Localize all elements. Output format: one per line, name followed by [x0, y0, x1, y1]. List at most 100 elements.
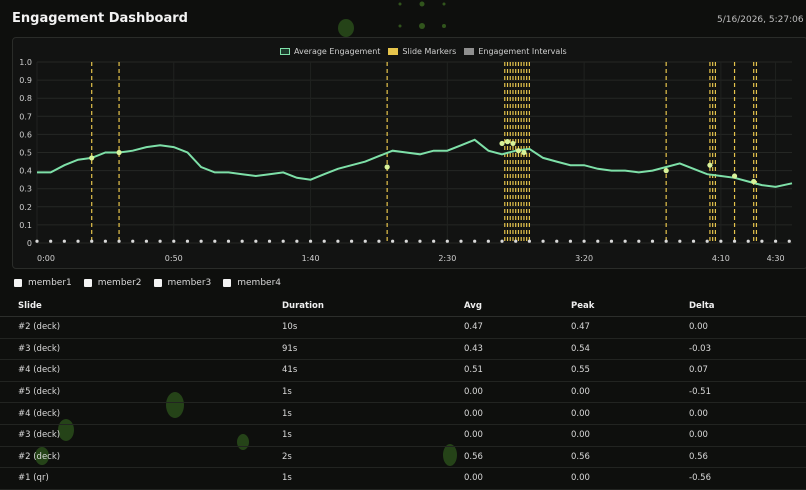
slide-marker-point — [731, 173, 738, 179]
member-filter-4[interactable]: member4 — [223, 278, 281, 288]
cell-peak: 0.00 — [571, 402, 689, 425]
table-row[interactable]: #3 (deck) 1s 0.00 0.00 0.00 — [0, 424, 806, 447]
legend-label: Average Engagement — [294, 46, 381, 56]
legend-item-average-engagement[interactable]: Average Engagement — [280, 47, 380, 56]
legend-swatch-average — [280, 47, 290, 55]
member-label: member3 — [167, 278, 212, 288]
timestamp: 5/16/2026, 5:27:06 PM — [717, 15, 806, 25]
member-filter-1[interactable]: member1 — [14, 278, 72, 288]
table-row[interactable]: #2 (deck) 10s 0.47 0.47 0.00 — [0, 316, 806, 339]
interval-mark — [418, 239, 422, 243]
cell-peak: 0.47 — [571, 316, 689, 339]
table-row[interactable]: #2 (deck) 2s 0.56 0.56 0.56 — [0, 446, 806, 469]
y-axis: 1.0 0.9 0.8 0.7 0.6 0.5 0.4 0.3 0.2 0.1 0 — [19, 58, 32, 248]
cell-avg: 0.00 — [464, 381, 571, 404]
interval-mark — [568, 239, 573, 243]
interval-mark — [267, 239, 272, 243]
slide-marker-point — [521, 149, 527, 156]
y-tick-label: 0.1 — [19, 221, 32, 230]
cell-slide: #2 (deck) — [0, 316, 282, 339]
interval-mark — [609, 239, 614, 243]
interval-mark — [459, 239, 463, 243]
engagement-chart: 1.0 0.9 0.8 0.7 0.6 0.5 0.4 0.3 0.2 0.1 0 0:00 0:50… — [19, 58, 793, 263]
cell-delta: -0.03 — [689, 338, 806, 361]
checkbox[interactable] — [83, 279, 92, 287]
checkbox[interactable] — [223, 279, 232, 287]
interval-mark — [637, 239, 641, 243]
x-tick-label: 0:50 — [165, 254, 183, 263]
legend-item-engagement-intervals[interactable]: Engagement Intervals — [464, 47, 567, 56]
y-tick-label: 0.3 — [19, 185, 32, 194]
legend-item-slide-markers[interactable]: Slide Markers — [388, 47, 456, 56]
interval-mark — [199, 239, 203, 243]
x-tick-label: 3:20 — [575, 254, 593, 263]
slide-marker-point — [116, 149, 122, 156]
member-label: member2 — [97, 278, 142, 288]
interval-mark — [514, 239, 518, 243]
table-row[interactable]: #4 (deck) 1s 0.00 0.00 0.00 — [0, 402, 806, 425]
interval-mark — [541, 239, 545, 243]
interval-mark — [158, 239, 162, 243]
cell-duration: 41s — [282, 359, 464, 382]
cell-slide: #3 (deck) — [0, 338, 282, 361]
interval-mark — [760, 239, 764, 243]
interval-mark — [705, 239, 709, 243]
interval-mark — [144, 239, 149, 243]
member-filters: member1 member2 member3 member4 — [14, 276, 293, 290]
chart-legend: Average Engagement Slide Markers Engagem… — [280, 45, 575, 57]
interval-mark — [185, 239, 190, 243]
cell-slide: #4 (deck) — [0, 359, 282, 382]
cell-peak: 0.00 — [571, 381, 689, 404]
column-header-slide[interactable]: Slide — [0, 296, 282, 317]
member-filter-2[interactable]: member2 — [83, 278, 142, 288]
column-header-avg[interactable]: Avg — [464, 296, 571, 317]
interval-mark — [62, 239, 66, 243]
y-tick-label: 0.7 — [19, 112, 32, 121]
table-row[interactable]: #4 (deck) 41s 0.51 0.55 0.07 — [0, 359, 806, 382]
interval-mark — [117, 239, 121, 243]
interval-mark — [555, 239, 559, 243]
cell-peak: 0.55 — [571, 359, 689, 382]
table-row[interactable]: #1 (qr) 1s 0.00 0.00 -0.56 — [0, 467, 806, 490]
y-tick-label: 0.6 — [19, 130, 32, 139]
member-filter-3[interactable]: member3 — [153, 278, 212, 288]
cell-peak: 0.00 — [571, 467, 689, 490]
interval-mark — [213, 239, 217, 243]
interval-mark — [582, 239, 586, 243]
interval-mark — [254, 239, 258, 243]
cell-slide: #4 (deck) — [0, 402, 282, 425]
cell-avg: 0.47 — [464, 316, 571, 339]
interval-mark — [131, 239, 135, 243]
x-axis: 0:00 0:50 1:40 2:30 3:20 4:10 4:30 — [37, 254, 785, 263]
column-header-duration[interactable]: Duration — [282, 296, 464, 317]
checkbox[interactable] — [153, 279, 162, 287]
slide-marker-point — [510, 140, 516, 147]
page-title: Engagement Dashboard — [12, 11, 188, 26]
cell-slide: #2 (deck) — [0, 446, 282, 469]
interval-mark — [49, 239, 53, 243]
cell-avg: 0.00 — [464, 424, 571, 447]
cell-delta: 0.00 — [689, 402, 806, 425]
cell-duration: 10s — [282, 316, 464, 339]
cell-duration: 1s — [282, 424, 464, 447]
x-tick-label: 0:00 — [37, 254, 55, 263]
interval-mark — [650, 239, 655, 243]
interval-mark — [377, 239, 381, 243]
interval-mark — [719, 239, 723, 243]
cell-delta: 0.00 — [689, 316, 806, 339]
checkbox[interactable] — [14, 279, 22, 287]
column-header-peak[interactable]: Peak — [571, 296, 689, 317]
interval-mark — [691, 239, 696, 243]
legend-label: Slide Markers — [402, 46, 457, 56]
column-header-delta[interactable]: Delta — [689, 296, 806, 317]
table-row[interactable]: #3 (deck) 91s 0.43 0.54 -0.03 — [0, 338, 806, 361]
interval-mark — [281, 239, 285, 243]
interval-mark — [678, 239, 682, 243]
interval-mark — [336, 239, 340, 243]
interval-mark — [500, 239, 504, 243]
interval-mark — [349, 239, 354, 243]
table-row[interactable]: #5 (deck) 1s 0.00 0.00 -0.51 — [0, 381, 806, 404]
cell-delta: 0.56 — [689, 446, 806, 469]
interval-mark — [746, 239, 750, 243]
cell-slide: #1 (qr) — [0, 467, 282, 490]
